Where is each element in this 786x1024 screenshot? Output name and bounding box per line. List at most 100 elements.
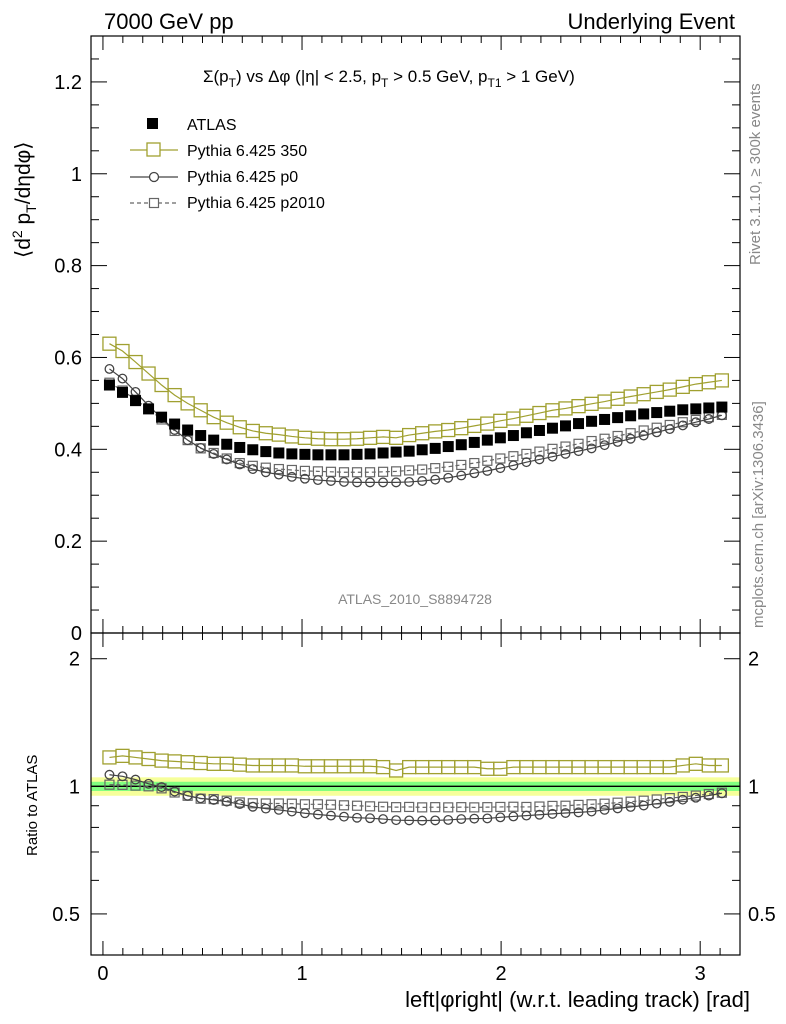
header-left: 7000 GeV pp: [104, 9, 234, 34]
main-p0-point: [469, 468, 480, 479]
ratio-p0-point: [599, 804, 610, 815]
ratio-p2010-point: [247, 798, 258, 809]
ratio-p0-point: [651, 798, 662, 809]
legend-marker-p2010: [148, 197, 160, 209]
main-p2010-point: [612, 430, 623, 442]
main-p0-point: [599, 440, 610, 451]
ratio-p0-point: [638, 800, 649, 811]
main-p0-point: [117, 373, 128, 384]
main-p0-point: [312, 475, 323, 486]
main-data-point: [716, 401, 728, 413]
main-p0-point: [521, 457, 532, 468]
ratio-p0-point: [260, 803, 271, 814]
main-p350-point: [154, 377, 169, 393]
main-p2010-point: [443, 461, 454, 472]
ratio-p2010-point: [573, 799, 584, 811]
ratio-p2010-point: [495, 801, 506, 813]
main-data-point: [560, 420, 572, 432]
main-data-point: [286, 448, 298, 460]
main-p0-point: [326, 476, 336, 486]
main-p0-point: [534, 454, 545, 465]
main-series: [102, 336, 730, 488]
main-data-point: [195, 430, 207, 442]
main-p2010-point: [599, 433, 610, 444]
ratio-p0-point: [286, 806, 297, 817]
ratio-p0-point: [573, 807, 584, 818]
main-data-point: [221, 438, 233, 450]
ratio-p0-point: [430, 815, 441, 826]
main-p350-line: [109, 343, 722, 440]
ratio-p2010-point: [325, 799, 337, 810]
main-y-tick-label: 0.2: [54, 531, 82, 553]
main-data-point: [651, 407, 663, 419]
main-p2010-point: [364, 467, 376, 478]
main-y-tick-label: 0.8: [54, 256, 82, 278]
ratio-uncertainty-bands: [91, 777, 740, 796]
ratio-plot-frame: [90, 632, 741, 956]
main-data-point: [247, 444, 259, 456]
main-p350-point: [102, 336, 117, 351]
main-p0-point: [560, 448, 571, 459]
main-y-tick-label: 0.6: [54, 347, 82, 369]
main-p2010-point: [417, 464, 428, 475]
main-p2010-point: [586, 435, 597, 447]
chart-title: Σ(pT) vs Δφ (|η| < 2.5, pT > 0.5 GeV, pT…: [203, 67, 575, 90]
ratio-p2010-point: [482, 802, 493, 813]
main-data-point: [625, 410, 637, 422]
ratio-p350-point: [714, 758, 730, 773]
main-data-point: [677, 404, 689, 416]
main-data-point: [325, 449, 337, 461]
ratio-y-tick-label-left: 0.5: [52, 904, 80, 926]
main-p2010-point: [560, 441, 571, 452]
main-p2010-point: [430, 463, 441, 474]
ratio-p2010-point: [599, 798, 610, 809]
ratio-p0-point: [247, 801, 258, 812]
main-p0-point: [638, 430, 649, 441]
main-data-point: [116, 386, 128, 398]
main-data-point: [416, 444, 428, 456]
main-p0-point: [378, 477, 389, 488]
legend-marker-atlas: [147, 118, 158, 129]
main-p2010-point: [690, 414, 701, 426]
ratio-p2010-point: [547, 800, 558, 812]
ratio-p0-point: [508, 811, 519, 822]
main-p350-point: [167, 387, 182, 403]
ratio-p2010-point: [260, 798, 271, 809]
main-p0-point: [690, 417, 701, 428]
main-y-tick-label: 1: [71, 164, 82, 186]
main-p350-point: [128, 354, 143, 370]
main-data-point: [299, 448, 311, 460]
main-data-point: [338, 449, 350, 461]
ratio-p2010-point: [391, 802, 402, 813]
main-p2010-point: [286, 464, 297, 476]
main-p2010-point: [404, 465, 415, 476]
main-p0-point: [365, 477, 376, 488]
main-data-point: [468, 436, 480, 448]
ratio-y-tick-label-right: 2: [748, 649, 759, 671]
main-p0-point: [677, 420, 688, 431]
main-data-point: [520, 427, 532, 439]
ratio-p0-point: [378, 814, 389, 825]
main-p2010-line: [109, 382, 722, 473]
ratio-p0-point: [443, 815, 454, 825]
ratio-p0-point: [299, 808, 310, 819]
main-p2010-point: [482, 455, 493, 466]
x-tick-label: 2: [496, 963, 507, 985]
ratio-p2010-point: [351, 800, 363, 811]
ratio-p2010-point: [130, 780, 141, 791]
main-data-point: [586, 415, 598, 427]
ratio-p0-point: [664, 796, 675, 807]
ratio-p0-point: [495, 812, 506, 823]
ratio-p0-point: [404, 815, 415, 826]
main-p0-point: [182, 435, 193, 446]
ratio-p0-point: [534, 809, 545, 820]
ratio-p0-point: [117, 771, 128, 782]
main-data-point: [208, 434, 220, 446]
main-data-point: [442, 441, 454, 453]
main-p2010-point: [547, 443, 558, 454]
legend-label-p2010: Pythia 6.425 p2010: [187, 195, 325, 212]
legend-label-atlas: ATLAS: [187, 117, 237, 134]
ratio-p2010-point: [508, 801, 519, 812]
ratio-p0-point: [703, 790, 714, 801]
